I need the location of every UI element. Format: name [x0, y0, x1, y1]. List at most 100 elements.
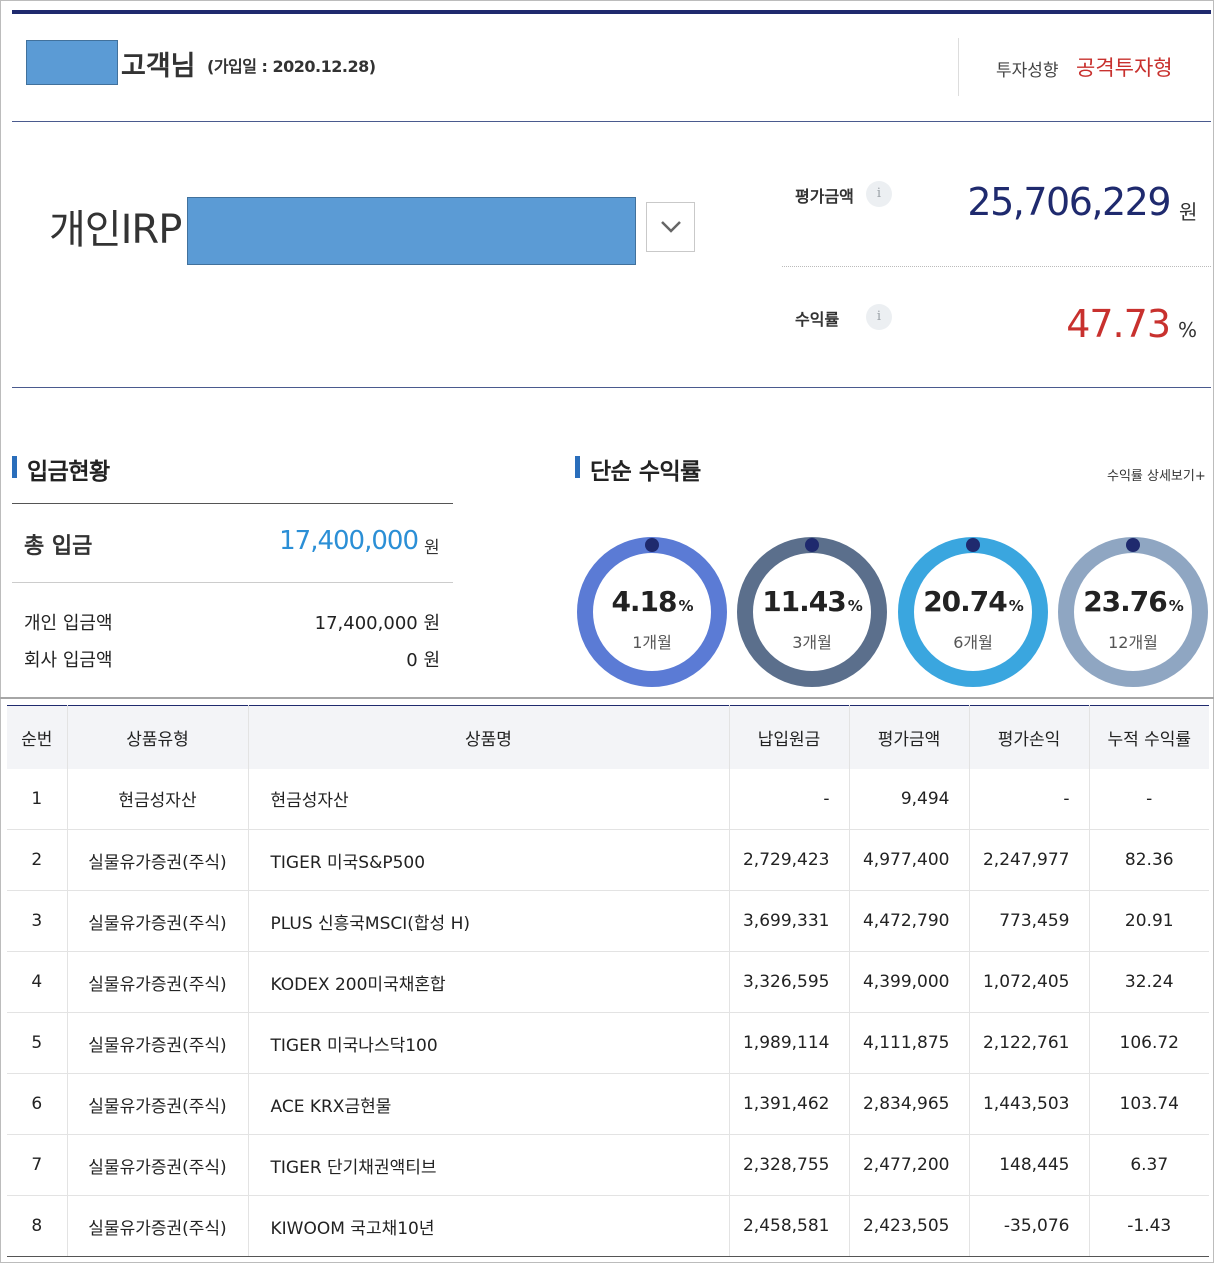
cell-pnl: - — [969, 768, 1090, 830]
cell-eval: 2,834,965 — [849, 1073, 970, 1135]
cell-name: TIGER 미국나스닥100 — [248, 1012, 730, 1074]
ring-period: 6개월 — [953, 633, 993, 652]
table-row: 4 실물유가증권(주식) KODEX 200미국채혼합 3,326,595 4,399,… — [7, 951, 1209, 1013]
cell-type: 실물유가증권(주식) — [67, 829, 249, 891]
table-header-row: 순번 상품유형 상품명 납입원금 평가금액 평가손익 누적 수익률 — [7, 705, 1209, 769]
table-row: 6 실물유가증권(주식) ACE KRX금현물 1,391,462 2,834,965 1… — [7, 1073, 1209, 1135]
yield-unit: % — [1178, 318, 1198, 342]
cell-pnl: 148,445 — [969, 1134, 1090, 1196]
cell-type: 실물유가증권(주식) — [67, 1134, 249, 1196]
header-separator — [12, 121, 1211, 122]
table-row: 3 실물유가증권(주식) PLUS 신흥국MSCI(합성 H) 3,699,331 4,… — [7, 890, 1209, 952]
cell-name: PLUS 신흥국MSCI(합성 H) — [248, 890, 730, 952]
ring-graphic — [1058, 537, 1208, 687]
cell-no: 6 — [7, 1073, 68, 1135]
cell-rate: 20.91 — [1089, 890, 1209, 952]
return-ring-6m: 20.74% 6개월 — [896, 535, 1050, 689]
customer-name-redacted — [26, 40, 118, 85]
cell-type: 실물유가증권(주식) — [67, 951, 249, 1013]
summary-dotted-divider — [782, 266, 1211, 267]
cell-principal: 1,989,114 — [729, 1012, 850, 1074]
cell-eval: 2,477,200 — [849, 1134, 970, 1196]
cell-no: 2 — [7, 829, 68, 891]
cell-eval: 2,423,505 — [849, 1195, 970, 1257]
cell-no: 5 — [7, 1012, 68, 1074]
table-row: 8 실물유가증권(주식) KIWOOM 국고채10년 2,458,581 2,423,5… — [7, 1195, 1209, 1257]
yield-label: 수익률 — [795, 310, 840, 329]
cell-principal: 2,328,755 — [729, 1134, 850, 1196]
return-ring-1m: 4.18% 1개월 — [575, 535, 729, 689]
ring-value: 20.74% — [923, 585, 1024, 618]
personal-deposit-value: 17,400,000 원 — [314, 613, 440, 634]
cell-principal: 1,391,462 — [729, 1073, 850, 1135]
col-header-rate: 누적 수익률 — [1089, 705, 1209, 769]
company-deposit-value: 0 원 — [406, 650, 440, 671]
cell-type: 실물유가증권(주식) — [67, 1073, 249, 1135]
col-header-pnl: 평가손익 — [969, 705, 1090, 769]
table-body: 1 현금성자산 현금성자산 -9,494- -2 실물유가증권(주식) TIGER 미국S&… — [7, 768, 1209, 1257]
cell-name: KODEX 200미국채혼합 — [248, 951, 730, 1013]
cell-rate: -1.43 — [1089, 1195, 1209, 1257]
return-ring-3m: 11.43% 3개월 — [735, 535, 889, 689]
cell-no: 3 — [7, 890, 68, 952]
invest-type-label: 투자성향 — [996, 61, 1059, 81]
ring-value: 11.43% — [762, 585, 863, 618]
cell-principal: - — [729, 768, 850, 830]
eval-amount-unit: 원 — [1179, 200, 1198, 224]
deposit-top-rule — [12, 503, 453, 504]
col-header-no: 순번 — [7, 705, 68, 769]
header-divider — [958, 38, 959, 96]
deposit-total-label: 총 입금 — [24, 534, 93, 559]
yield-value: 47.73 — [1066, 302, 1171, 346]
cell-name: 현금성자산 — [248, 768, 730, 830]
customer-suffix: 고객님 — [121, 51, 196, 82]
ring-value: 4.18% — [611, 585, 693, 618]
cell-principal: 2,729,423 — [729, 829, 850, 891]
account-dropdown-button[interactable] — [646, 202, 695, 252]
cell-rate: 32.24 — [1089, 951, 1209, 1013]
cell-type: 실물유가증권(주식) — [67, 890, 249, 952]
cell-name: ACE KRX금현물 — [248, 1073, 730, 1135]
ring-period: 1개월 — [632, 633, 672, 652]
col-header-eval: 평가금액 — [849, 705, 970, 769]
cell-pnl: 2,247,977 — [969, 829, 1090, 891]
eval-amount-value: 25,706,229 — [967, 180, 1171, 224]
cell-eval: 4,977,400 — [849, 829, 970, 891]
personal-deposit-label: 개인 입금액 — [24, 613, 113, 634]
cell-pnl: 773,459 — [969, 890, 1090, 952]
cell-rate: - — [1089, 768, 1209, 830]
cell-eval: 4,399,000 — [849, 951, 970, 1013]
eval-amount-label: 평가금액 — [795, 187, 854, 206]
cell-pnl: 1,443,503 — [969, 1073, 1090, 1135]
yield-detail-link[interactable]: 수익률 상세보기+ — [1107, 469, 1206, 484]
cell-eval: 4,111,875 — [849, 1012, 970, 1074]
cell-name: KIWOOM 국고채10년 — [248, 1195, 730, 1257]
ring-graphic — [737, 537, 887, 687]
table-row: 7 실물유가증권(주식) TIGER 단기채권액티브 2,328,755 2,477,2… — [7, 1134, 1209, 1196]
col-header-principal: 납입원금 — [729, 705, 850, 769]
deposit-title-bar — [12, 456, 17, 478]
cell-rate: 6.37 — [1089, 1134, 1209, 1196]
table-top-rule — [0, 697, 1214, 699]
cell-no: 4 — [7, 951, 68, 1013]
table-row: 5 실물유가증권(주식) TIGER 미국나스닥100 1,989,114 4,111,… — [7, 1012, 1209, 1074]
deposit-total-value: 17,400,000 — [279, 526, 419, 556]
eval-info-icon[interactable]: i — [866, 181, 892, 207]
deposit-mid-rule — [12, 582, 453, 583]
ring-value: 23.76% — [1083, 585, 1184, 618]
join-date: (가입일 : 2020.12.28) — [207, 57, 376, 76]
invest-type-value: 공격투자형 — [1076, 56, 1173, 80]
returns-title: 단순 수익률 — [590, 459, 701, 485]
yield-info-icon[interactable]: i — [866, 304, 892, 330]
cell-type: 현금성자산 — [67, 768, 249, 830]
cell-type: 실물유가증권(주식) — [67, 1195, 249, 1257]
return-ring-12m: 23.76% 12개월 — [1056, 535, 1210, 689]
cell-name: TIGER 단기채권액티브 — [248, 1134, 730, 1196]
cell-principal: 2,458,581 — [729, 1195, 850, 1257]
cell-eval: 9,494 — [849, 768, 970, 830]
cell-eval: 4,472,790 — [849, 890, 970, 952]
summary-separator — [12, 387, 1211, 388]
ring-period: 12개월 — [1108, 633, 1158, 652]
cell-name: TIGER 미국S&P500 — [248, 829, 730, 891]
top-accent-line — [12, 10, 1211, 14]
